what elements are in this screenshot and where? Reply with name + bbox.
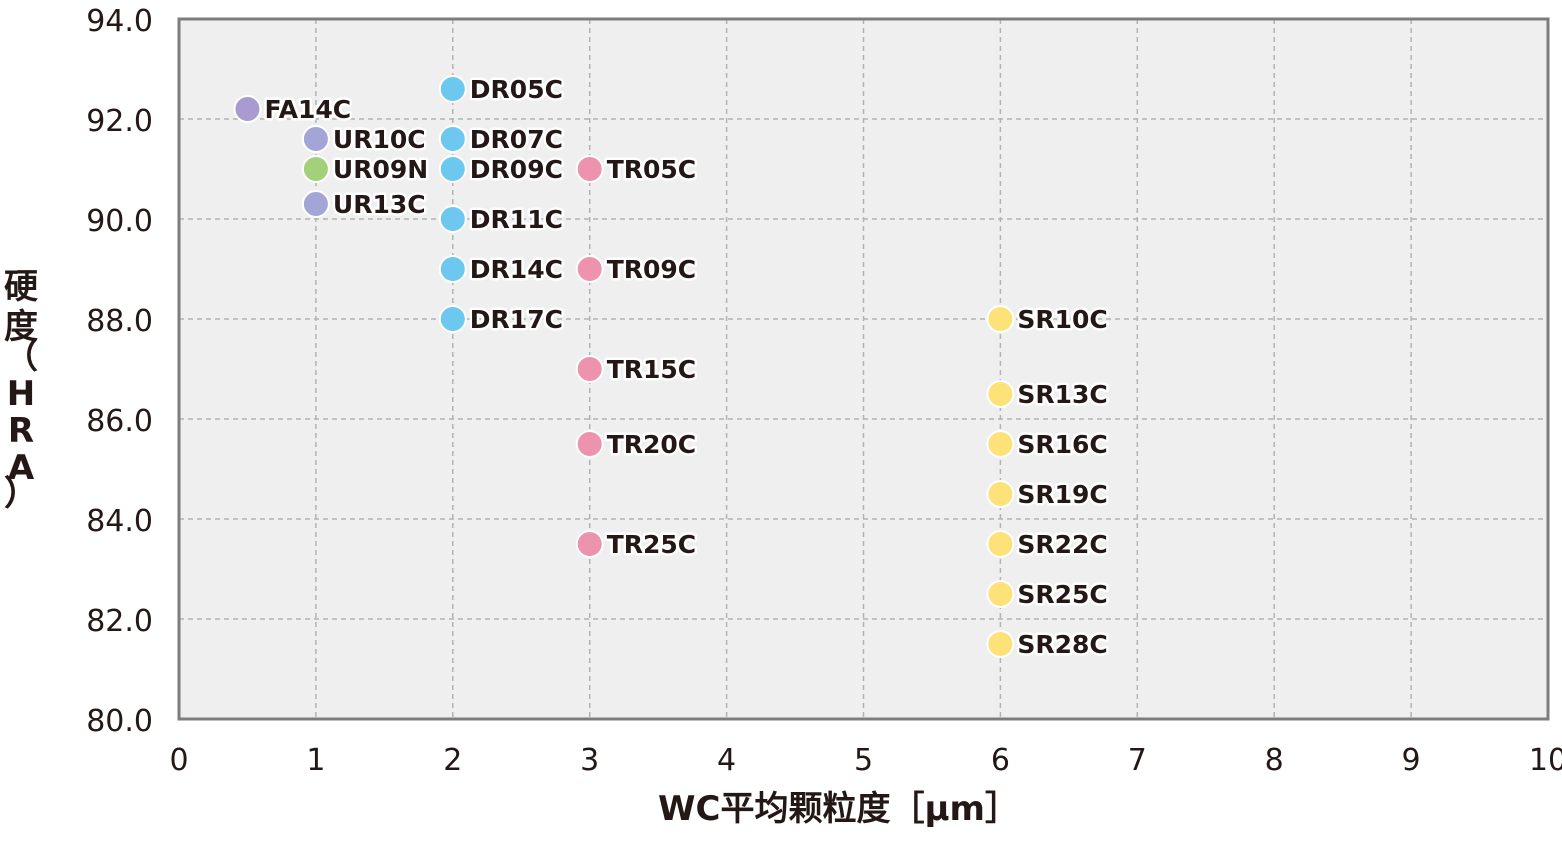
- x-tick-label: 1: [306, 743, 325, 778]
- point-label-sr25c: SR25C: [1017, 580, 1107, 609]
- x-tick-label: 7: [1128, 743, 1147, 778]
- point-label-tr25c: TR25C: [607, 530, 696, 559]
- point-dr14c: [438, 255, 467, 283]
- point-label-sr10c: SR10C: [1017, 305, 1107, 334]
- x-axis-label: WC平均颗粒度［μm］: [658, 789, 1019, 829]
- point-dr11c: [438, 205, 467, 233]
- y-axis-label-char: 硬: [4, 267, 38, 307]
- point-label-ur09n: UR09N: [333, 155, 428, 184]
- point-label-tr20c: TR20C: [607, 430, 696, 459]
- grid-lines: [179, 19, 1548, 719]
- point-sr16c: [986, 430, 1015, 458]
- point-label-tr05c: TR05C: [607, 155, 696, 184]
- y-axis-label-char: R: [8, 411, 34, 451]
- point-label-sr19c: SR19C: [1017, 480, 1107, 509]
- x-tick-label: 0: [169, 743, 188, 778]
- x-tick-label: 8: [1265, 743, 1284, 778]
- y-axis-label-char: A: [8, 448, 35, 488]
- x-axis-ticks: 0 1 2 3 4 5 6 7 8 9 10: [169, 743, 1562, 778]
- y-tick-label: 94.0: [86, 4, 153, 39]
- x-tick-label: 9: [1402, 743, 1421, 778]
- point-dr05c: [438, 75, 467, 103]
- x-tick-label: 6: [991, 743, 1010, 778]
- point-tr15c: [575, 355, 604, 383]
- point-dr17c: [438, 305, 467, 333]
- y-tick-label: 82.0: [86, 604, 153, 639]
- point-sr13c: [986, 380, 1015, 408]
- point-label-dr11c: DR11C: [470, 205, 563, 234]
- plot-area: [179, 19, 1548, 719]
- point-tr25c: [575, 530, 604, 558]
- point-label-tr09c: TR09C: [607, 255, 696, 284]
- point-sr28c: [986, 630, 1015, 658]
- point-ur09n: [301, 155, 330, 183]
- point-label-dr09c: DR09C: [470, 155, 563, 184]
- x-tick-label: 4: [717, 743, 736, 778]
- point-sr25c: [986, 580, 1015, 608]
- point-label-sr22c: SR22C: [1017, 530, 1107, 559]
- x-tick-label: 2: [443, 743, 462, 778]
- point-label-ur13c: UR13C: [333, 190, 426, 219]
- point-ur10c: [301, 125, 330, 153]
- y-tick-label: 88.0: [86, 304, 153, 339]
- y-tick-label: 80.0: [86, 704, 153, 739]
- point-label-tr15c: TR15C: [607, 355, 696, 384]
- y-tick-label: 92.0: [86, 104, 153, 139]
- point-label-sr16c: SR16C: [1017, 430, 1107, 459]
- point-label-fa14c: FA14C: [264, 95, 351, 124]
- y-axis-label: 硬度（HRA）: [4, 267, 38, 514]
- point-label-dr05c: DR05C: [470, 75, 563, 104]
- point-fa14c: [233, 95, 262, 123]
- point-sr22c: [986, 530, 1015, 558]
- x-tick-label: 5: [854, 743, 873, 778]
- x-tick-label: 10: [1529, 743, 1562, 778]
- point-tr05c: [575, 155, 604, 183]
- point-label-sr13c: SR13C: [1017, 380, 1107, 409]
- y-tick-label: 84.0: [86, 504, 153, 539]
- point-tr20c: [575, 430, 604, 458]
- point-label-ur10c: UR10C: [333, 125, 426, 154]
- point-sr19c: [986, 480, 1015, 508]
- y-tick-label: 86.0: [86, 404, 153, 439]
- point-label-sr28c: SR28C: [1017, 630, 1107, 659]
- y-axis-label-char: ）: [4, 474, 38, 514]
- y-axis-ticks: 80.0 82.0 84.0 86.0 88.0 90.0 92.0 94.0: [86, 4, 153, 739]
- point-dr09c: [438, 155, 467, 183]
- point-label-dr07c: DR07C: [470, 125, 563, 154]
- point-label-dr14c: DR14C: [470, 255, 563, 284]
- y-tick-label: 90.0: [86, 204, 153, 239]
- point-ur13c: [301, 190, 330, 218]
- y-axis-label-char: H: [7, 374, 35, 414]
- y-axis-label-char: （: [4, 337, 38, 377]
- plot-frame: [177, 17, 1550, 721]
- x-tick-label: 3: [580, 743, 599, 778]
- point-label-dr17c: DR17C: [470, 305, 563, 334]
- point-sr10c: [986, 305, 1015, 333]
- point-tr09c: [575, 255, 604, 283]
- y-axis-label-char: 度: [4, 307, 38, 347]
- point-dr07c: [438, 125, 467, 153]
